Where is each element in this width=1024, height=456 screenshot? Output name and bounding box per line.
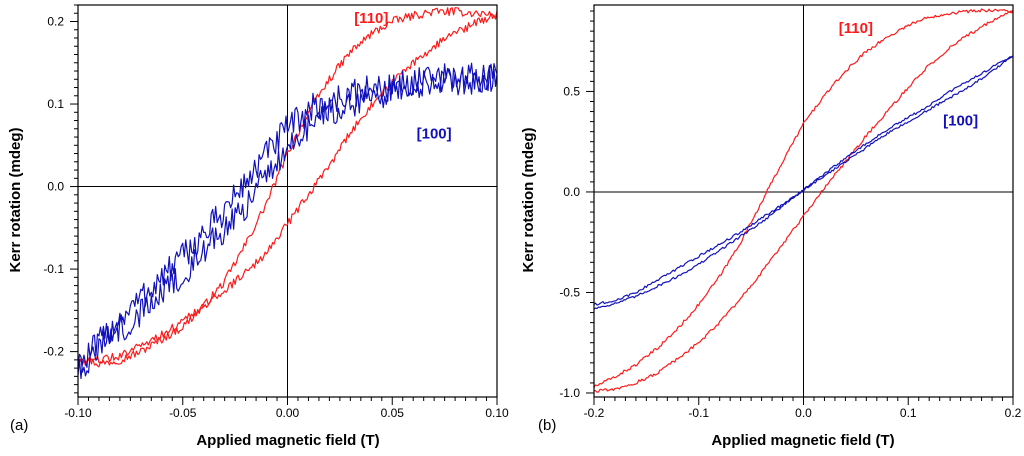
panel-b-series-100-curve bbox=[594, 55, 1013, 310]
panel-b-series-label-100: [100] bbox=[943, 113, 978, 130]
panel-a-series-100-curve bbox=[78, 62, 497, 380]
panel-b-y-tick-label: 0.5 bbox=[563, 84, 580, 98]
panel-a-y-tick-label: 0.0 bbox=[47, 180, 64, 194]
panel-b-x-tick-label: -0.1 bbox=[688, 406, 709, 420]
panel-a-series-label-110: [110] bbox=[354, 10, 388, 27]
panel-b-plot-area: -0.2 -0.1 0.0 0.1 0.2 -1.0 -0.5 0.0 0.5 [110] [100… bbox=[559, 4, 1022, 420]
panel-b-x-tick-label: -0.2 bbox=[584, 406, 605, 420]
panel-b-y-axis-title: Kerr rotation (mdeg) bbox=[520, 127, 537, 272]
panel-a-y-tick-label: 0.1 bbox=[47, 97, 64, 111]
panel-a-y-axis-title: Kerr rotation (mdeg) bbox=[7, 127, 24, 272]
panel-b: -0.2 -0.1 0.0 0.1 0.2 -1.0 -0.5 0.0 0.5 [110] [100… bbox=[520, 4, 1022, 449]
panel-a-series-label-100: [100] bbox=[417, 126, 452, 143]
panel-a-y-tick-label: -0.2 bbox=[43, 345, 64, 359]
panel-a-x-axis-title: Applied magnetic field (T) bbox=[196, 432, 379, 449]
panel-b-series-110-curve bbox=[594, 8, 1013, 393]
panel-b-series-label-110: [110] bbox=[839, 20, 873, 37]
panel-a-label: (a) bbox=[10, 417, 28, 434]
panel-a-y-tick-label: -0.1 bbox=[43, 262, 64, 276]
panel-b-x-tick-label: 0.1 bbox=[900, 406, 917, 420]
panel-a-x-tick-label: 0.00 bbox=[276, 406, 300, 420]
panel-b-x-tick-label: 0.2 bbox=[1005, 406, 1022, 420]
panel-a-series-110-curve bbox=[78, 7, 497, 368]
panel-b-x-tick-label: 0.0 bbox=[795, 406, 812, 420]
panel-b-y-tick-label: 0.0 bbox=[563, 185, 580, 199]
panel-a-x-tick-label: 0.10 bbox=[485, 406, 509, 420]
panel-b-y-tick-label: -1.0 bbox=[559, 386, 580, 400]
panel-b-x-axis-title: Applied magnetic field (T) bbox=[711, 432, 894, 449]
panel-a-x-tick-label: -0.05 bbox=[169, 406, 197, 420]
panel-a-x-tick-label: -0.10 bbox=[64, 406, 92, 420]
panel-a-x-tick-label: 0.05 bbox=[381, 406, 405, 420]
panel-b-y-tick-label: -0.5 bbox=[559, 285, 580, 299]
panel-a: -0.10 -0.05 0.00 0.05 0.10 -0.2 -0.1 0.0 0.1 0.2 [… bbox=[7, 4, 509, 449]
panel-b-label: (b) bbox=[538, 417, 556, 434]
panel-a-plot-area: -0.10 -0.05 0.00 0.05 0.10 -0.2 -0.1 0.0 0.1 0.2 [… bbox=[43, 4, 509, 420]
panel-a-y-tick-label: 0.2 bbox=[47, 15, 64, 29]
